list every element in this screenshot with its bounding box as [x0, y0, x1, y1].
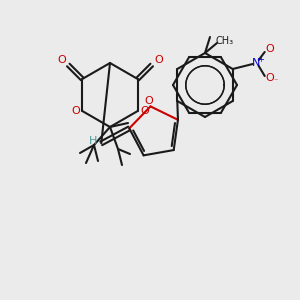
Text: O: O — [144, 96, 153, 106]
Text: O: O — [265, 73, 274, 83]
Text: CH₃: CH₃ — [216, 36, 234, 46]
Text: H: H — [89, 136, 98, 146]
Text: ⁻: ⁻ — [274, 76, 278, 85]
Text: O: O — [140, 106, 149, 116]
Text: O: O — [71, 106, 80, 116]
Text: O: O — [154, 55, 163, 65]
Text: O: O — [265, 44, 274, 54]
Text: O: O — [57, 55, 66, 65]
Text: N: N — [251, 58, 260, 68]
Text: +: + — [257, 55, 264, 64]
